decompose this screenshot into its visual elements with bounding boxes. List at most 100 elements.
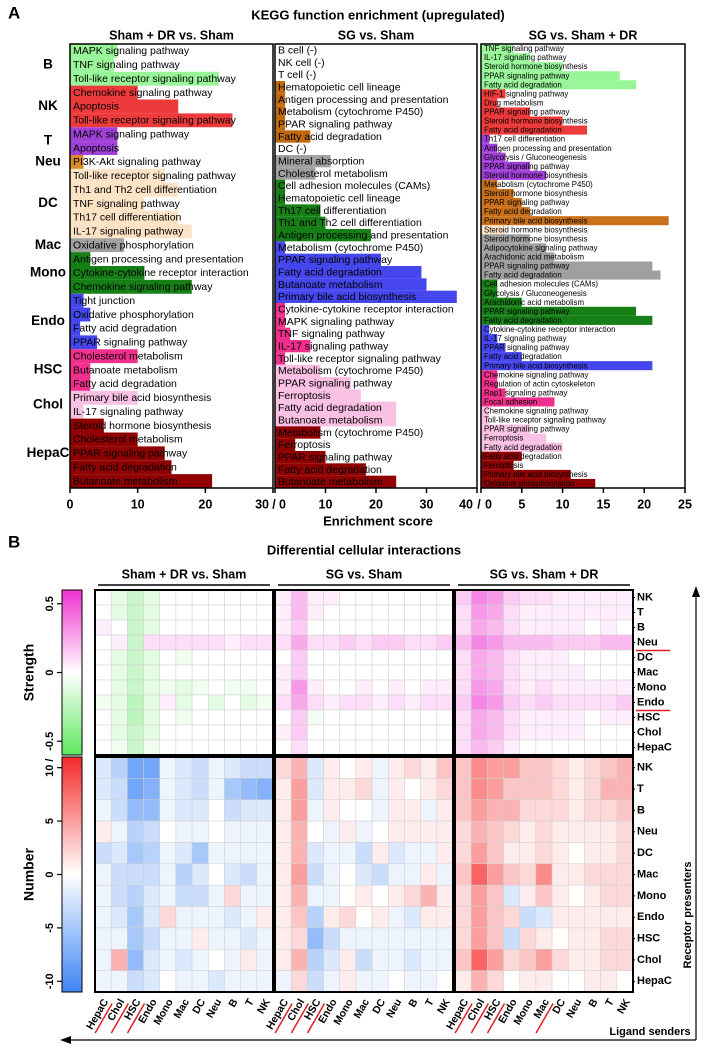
heatmap-cell [224, 884, 241, 907]
heatmap-cell [568, 634, 585, 651]
bar [275, 451, 326, 464]
heatmap-cell [256, 906, 274, 929]
heatmap-cell [127, 604, 144, 621]
heatmap-cell [371, 863, 389, 886]
heatmap-cell [470, 679, 488, 696]
heatmap-cell [307, 884, 324, 907]
bar-label: Fatty acid degradation [484, 316, 562, 325]
heatmap-cell [240, 799, 258, 822]
heatmap-cell [420, 970, 438, 993]
heatmap-cell [371, 927, 389, 950]
heatmap-cell [371, 679, 389, 696]
heatmap-cell [240, 949, 258, 971]
heatmap-cell [94, 820, 112, 843]
heatmap-cell [224, 589, 241, 606]
heatmap-cell [388, 724, 405, 741]
bar-label: PPAR signaling pathway [484, 71, 570, 80]
group-label: Neu [35, 154, 61, 169]
heatmap-cell [355, 863, 373, 886]
heatmap-cell [159, 756, 177, 779]
heatmap-cell [290, 756, 308, 779]
bar [275, 426, 321, 439]
heatmap-cell [224, 949, 241, 971]
heatmap-cell [404, 619, 421, 636]
heatmap-cell [371, 884, 389, 907]
row-label: Endo [637, 696, 665, 708]
heatmap-cell [584, 604, 601, 621]
bar [481, 324, 490, 334]
heatmap-cell [584, 778, 601, 800]
bar-label: Cytokine-cytokine receptor interaction [278, 303, 454, 315]
heatmap-cell [355, 694, 373, 711]
bar [481, 116, 563, 126]
heatmap-cell [224, 724, 241, 741]
x-tick-label: 10 [556, 497, 570, 511]
heatmap-cell [487, 649, 504, 666]
bar-label: Ferroptosis [484, 434, 523, 443]
bar-label: Metabolism (cytochrome P450) [278, 427, 423, 439]
bar-label: PPAR signaling pathway [484, 307, 570, 316]
heatmap-cell [191, 709, 209, 726]
heatmap-cell [208, 694, 225, 711]
heatmap-cell [535, 589, 553, 606]
group-label: T [44, 133, 53, 148]
heatmap-cell [388, 949, 405, 971]
heatmap-cell [371, 634, 389, 651]
heatmap-cell [175, 778, 193, 800]
heatmap-cell [256, 799, 274, 822]
heatmap-cell [339, 634, 357, 651]
heatmap-cell [274, 739, 292, 756]
heatmap-cell [454, 778, 472, 800]
heatmap-cell [404, 724, 421, 741]
heatmap-cell [339, 884, 357, 907]
heatmap-cell [388, 649, 405, 666]
heatmap-cell [454, 949, 472, 971]
heatmap-cell [110, 694, 128, 711]
group-label: Chol [33, 396, 63, 411]
panel-subtitle: SG vs. Sham + DR [529, 28, 638, 42]
bar-label: Th17 cell differentiation [484, 135, 565, 144]
bar [275, 377, 351, 390]
heatmap-cell [519, 679, 537, 696]
heatmap-cell [487, 927, 504, 950]
heatmap-cell [600, 778, 618, 800]
heatmap-cell [487, 724, 504, 741]
heatmap-cell [307, 619, 324, 636]
heatmap-cell [616, 589, 634, 606]
bar-label: Toll-like receptor signaling pathway [73, 73, 237, 85]
heatmap-cell [290, 799, 308, 822]
bar-label: Ferroptosis [278, 439, 331, 451]
heatmap-cell [274, 863, 292, 886]
heatmap-cell [454, 664, 472, 681]
heatmap-cell [323, 884, 340, 907]
heatmap-cell [388, 604, 405, 621]
heatmap-cell [110, 709, 128, 726]
heatmap-cell [616, 709, 634, 726]
heatmap-cell [323, 649, 340, 666]
heatmap-cell [274, 724, 292, 741]
heatmap-cell [454, 589, 472, 606]
heatmap-cell [191, 619, 209, 636]
row-label: Mono [637, 890, 667, 902]
bar-label: TNF signaling pathway [484, 44, 564, 53]
heatmap-cell [454, 756, 472, 779]
bar-label: Chemokine signaling pathway [73, 87, 213, 99]
heatmap-cell [551, 863, 569, 886]
heatmap-cell [616, 724, 634, 741]
column-label: Mac [351, 997, 372, 1021]
bar-label: Steroid hormone biosynthesis [484, 189, 588, 198]
bar-label: IL-17 signaling pathway [73, 226, 184, 238]
heatmap-cell [355, 799, 373, 822]
column-label: B [406, 997, 420, 1010]
heatmap-cell [159, 863, 177, 886]
heatmap-cell [454, 679, 472, 696]
heatmap-cell [256, 724, 274, 741]
bar-label: Fatty acid degradation [484, 80, 562, 89]
heatmap-cell [551, 679, 569, 696]
heatmap-cell [240, 756, 258, 779]
bar [481, 243, 547, 253]
heatmap-cell [436, 927, 454, 950]
bar [481, 170, 547, 180]
heatmap-cell [404, 949, 421, 971]
heatmap-cell [191, 724, 209, 741]
